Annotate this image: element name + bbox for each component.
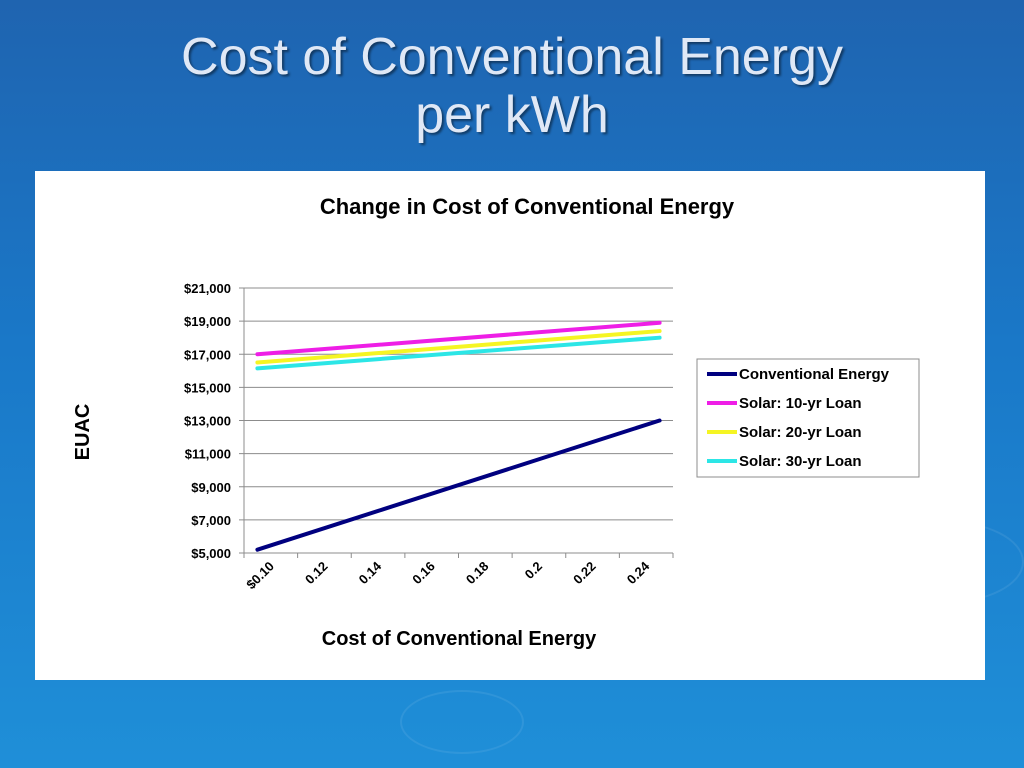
y-tick-label: $7,000 <box>191 513 231 528</box>
x-tick-label: 0.18 <box>463 559 492 588</box>
y-tick-label: $21,000 <box>184 281 231 296</box>
x-tick-label: 0.2 <box>522 559 545 582</box>
slide-title: Cost of Conventional Energy per kWh <box>0 28 1024 144</box>
x-tick-label: 0.22 <box>570 559 599 588</box>
legend-label: Solar: 20-yr Loan <box>739 424 862 441</box>
series-line-1 <box>255 418 662 552</box>
legend-label: Conventional Energy <box>739 366 890 383</box>
x-tick-label: 0.16 <box>409 559 438 588</box>
x-tick-labels: $0.10 0.12 0.14 0.16 0.18 0.2 0.22 0.24 <box>243 558 653 592</box>
y-tick-label: $13,000 <box>184 414 231 429</box>
x-tick-label: 0.24 <box>624 558 653 587</box>
slide-title-line-2: per kWh <box>415 86 609 144</box>
y-tick-label: $15,000 <box>184 380 231 395</box>
ripple-decoration <box>400 690 524 754</box>
y-tick-label: $17,000 <box>184 347 231 362</box>
y-tick-label: $9,000 <box>191 480 231 495</box>
x-tick-label: 0.12 <box>302 559 331 588</box>
series-line-2 <box>255 320 662 357</box>
chart-title: Change in Cost of Conventional Energy <box>320 194 735 219</box>
chart-panel: Change in Cost of Conventional Energy EU… <box>35 171 985 680</box>
y-tick-label: $11,000 <box>185 447 231 462</box>
legend-box <box>696 358 920 478</box>
series-line-4 <box>255 335 662 371</box>
x-tick-label: $0.10 <box>243 559 277 593</box>
legend: Conventional Energy Solar: 10-yr Loan Sola… <box>696 358 920 478</box>
x-tick-label: 0.14 <box>356 558 385 587</box>
y-tick-label: $19,000 <box>184 314 231 329</box>
legend-label: Solar: 10-yr Loan <box>739 395 862 412</box>
y-axis-title: EUAC <box>72 404 94 461</box>
x-axis-title: Cost of Conventional Energy <box>322 628 597 650</box>
slide-title-line-1: Cost of Conventional Energy <box>181 28 843 86</box>
series-line-3 <box>255 329 662 365</box>
y-tick-label: $5,000 <box>191 546 231 561</box>
line-chart: Change in Cost of Conventional Energy EU… <box>72 194 920 650</box>
y-tick-labels: $5,000 $7,000 $9,000 $11,000 $13,000 $15,000 $… <box>184 281 231 561</box>
axes <box>239 287 674 558</box>
legend-label: Solar: 30-yr Loan <box>739 453 862 470</box>
series-lines <box>255 320 662 552</box>
